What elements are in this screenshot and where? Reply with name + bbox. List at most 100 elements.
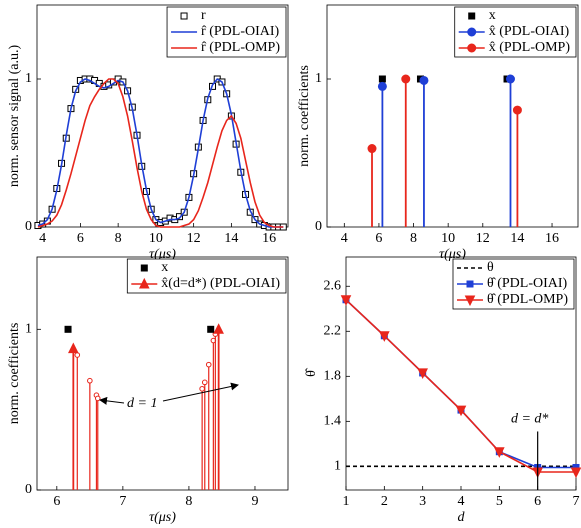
x-tick-label: 4 [39, 231, 46, 246]
marker [175, 213, 183, 221]
annotation: d = 1 [127, 396, 157, 411]
axes-frame [326, 4, 579, 228]
axes-frame [36, 256, 289, 491]
marker [401, 74, 411, 84]
legend-label: r [201, 8, 206, 23]
series-line [37, 77, 284, 228]
x-tick-label: 6 [53, 494, 60, 509]
marker [367, 144, 377, 154]
x-tick-label: 16 [262, 231, 276, 246]
y-axis-label: norm. coefficients [7, 323, 22, 425]
series-line [37, 78, 284, 228]
x-axis-label: τ(μs) [439, 247, 466, 262]
marker [377, 81, 387, 91]
legend-label: x̂(d=d*) (PDL-OIAI) [161, 276, 280, 291]
x-tick-label: 8 [410, 231, 417, 246]
x-tick-label: 8 [115, 231, 122, 246]
x-axis-label: d [458, 510, 466, 525]
x-tick-label: 14 [224, 231, 238, 246]
y-tick-label: 2.6 [324, 278, 342, 293]
arrow [162, 382, 239, 402]
x-tick-label: 4 [458, 494, 465, 509]
x-tick-label: 2 [381, 494, 388, 509]
legend-label: x [161, 260, 168, 275]
y-axis-label: norm. coefficients [297, 65, 312, 167]
y-tick-label: 1 [25, 322, 32, 337]
marker [205, 361, 212, 368]
marker [213, 323, 224, 334]
y-tick-label: 1 [315, 71, 322, 86]
marker [464, 295, 476, 307]
x-tick-label: 16 [545, 231, 559, 246]
marker [201, 379, 208, 386]
x-tick-label: 12 [476, 231, 490, 246]
legend-label: r̂ (PDL-OMP) [201, 40, 280, 55]
legend: rr̂ (PDL-OIAI)r̂ (PDL-OMP) [166, 6, 287, 58]
marker [87, 377, 93, 384]
legend-label: x̂ (PDL-OMP) [489, 40, 571, 55]
marker [378, 75, 386, 83]
legend: xx̂ (PDL-OIAI)x̂ (PDL-OMP) [454, 6, 577, 58]
marker [94, 395, 101, 402]
annotation: d = d* [511, 412, 548, 427]
y-tick-label: 0 [25, 219, 32, 234]
legend: θθ̂ (PDL-OIAI)θ̂ (PDL-OMP) [452, 258, 575, 310]
y-tick-label: 0 [315, 219, 322, 234]
x-tick-label: 6 [77, 231, 84, 246]
marker [419, 75, 429, 85]
x-tick-label: 4 [341, 231, 348, 246]
marker [138, 277, 150, 289]
x-tick-label: 7 [119, 494, 126, 509]
marker [199, 385, 205, 392]
y-tick-label: 1.8 [324, 369, 342, 384]
x-tick-label: 10 [149, 231, 163, 246]
marker [466, 280, 474, 288]
y-axis-label: θ̂ [304, 367, 319, 377]
marker [74, 352, 81, 358]
y-tick-label: 0 [25, 482, 32, 497]
x-tick-label: 8 [185, 494, 192, 509]
y-tick-label: 2.2 [324, 324, 342, 339]
marker [340, 295, 352, 306]
x-tick-label: 1 [343, 494, 350, 509]
marker [494, 447, 505, 458]
x-axis-label: τ(μs) [149, 510, 176, 525]
marker [180, 12, 188, 20]
marker [467, 27, 477, 37]
y-axis-label: norm. sensor signal (a.u.) [7, 45, 22, 188]
x-tick-label: 10 [441, 231, 455, 246]
x-tick-label: 14 [510, 231, 524, 246]
y-tick-label: 1 [25, 71, 32, 86]
marker [512, 105, 522, 115]
marker [570, 467, 581, 479]
x-tick-label: 9 [251, 494, 258, 509]
x-axis-label: τ(μs) [149, 247, 176, 262]
marker [68, 342, 79, 354]
legend-label: θ̂ (PDL-OIAI) [487, 276, 568, 291]
y-tick-label: 1.4 [324, 414, 342, 429]
x-tick-label: 6 [534, 494, 541, 509]
series-line [345, 299, 576, 469]
marker [467, 43, 477, 53]
x-tick-label: 12 [187, 231, 201, 246]
legend-label: r̂ (PDL-OIAI) [201, 24, 279, 39]
marker [140, 264, 148, 272]
legend-label: x̂ (PDL-OIAI) [489, 24, 570, 39]
marker [505, 74, 515, 84]
legend-label: x [489, 8, 496, 23]
x-tick-label: 3 [419, 494, 426, 509]
y-tick-label: 1 [334, 459, 341, 474]
legend-box [126, 258, 287, 294]
arrow [99, 396, 125, 405]
marker [379, 331, 390, 342]
x-tick-label: 6 [375, 231, 382, 246]
marker [64, 325, 72, 333]
legend-label: θ̂ (PDL-OMP) [487, 292, 568, 307]
marker [417, 368, 428, 380]
legend: xx̂(d=d*) (PDL-OIAI) [126, 258, 287, 294]
legend-label: θ [487, 260, 494, 275]
marker [468, 12, 476, 20]
x-tick-label: 7 [573, 494, 580, 509]
marker [207, 325, 215, 333]
